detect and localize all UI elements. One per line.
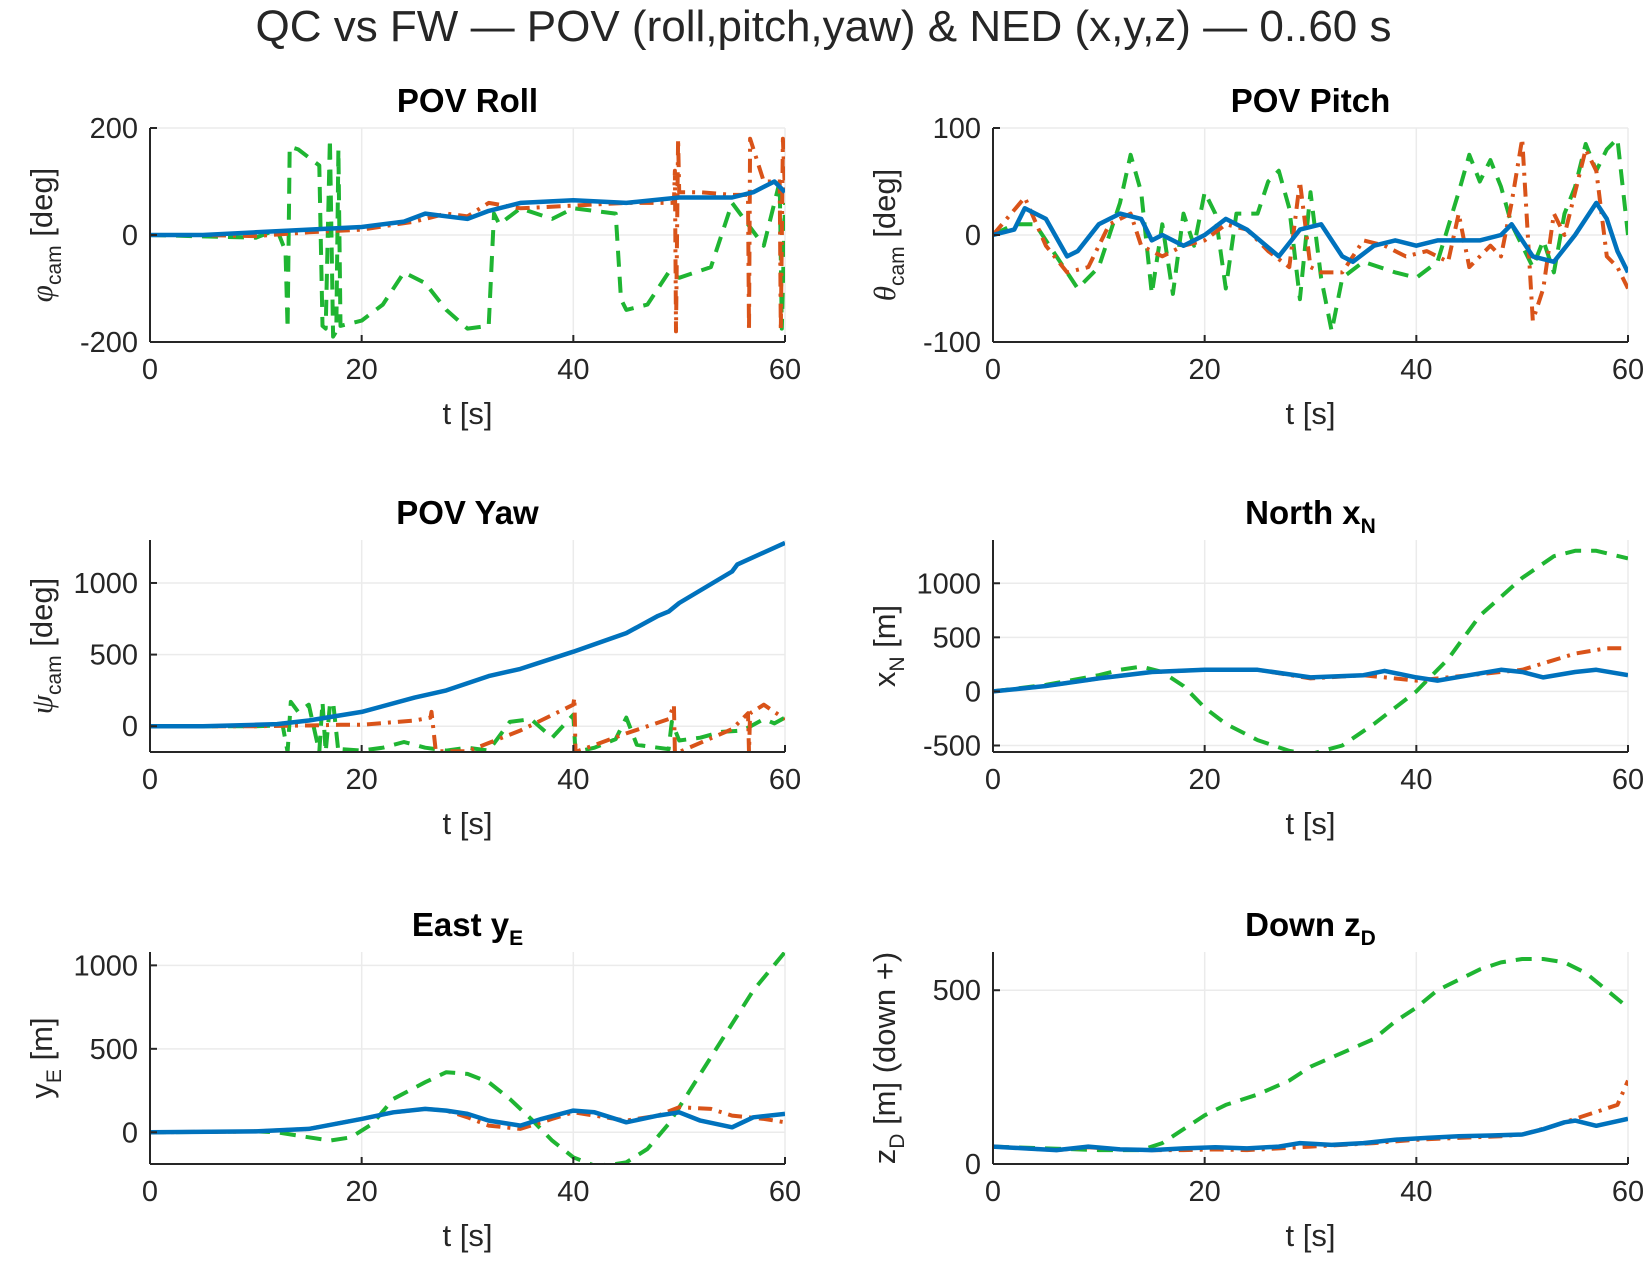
series-line-3 xyxy=(150,136,785,339)
y-tick-label: 500 xyxy=(90,640,138,672)
series-line-2 xyxy=(993,136,1628,323)
y-tick-label: 100 xyxy=(933,113,981,145)
series-line-2 xyxy=(993,1079,1628,1153)
series-line-2 xyxy=(993,646,1628,694)
y-tick-label: 500 xyxy=(933,622,981,654)
y-tick-label: 1000 xyxy=(73,950,138,982)
subplot-title: POV Yaw xyxy=(396,494,539,531)
x-tick-label: 40 xyxy=(1400,764,1432,796)
series-line-3 xyxy=(993,957,1628,1153)
series-line-3 xyxy=(993,548,1628,752)
y-tick-label: 0 xyxy=(122,1117,138,1149)
x-tick-label: 60 xyxy=(769,764,801,796)
x-tick-label: 40 xyxy=(557,354,589,386)
y-tick-label: 500 xyxy=(90,1034,138,1066)
series-line-1 xyxy=(993,200,1628,274)
subplot-east: 0 20 40 60 0 500 1000 East yE t [s] yE [m] xyxy=(24,906,801,1253)
y-tick-label: -100 xyxy=(923,327,981,359)
y-tick-label: 500 xyxy=(933,975,981,1007)
series-line-1 xyxy=(150,179,785,238)
subplot-title: North xN xyxy=(1245,494,1376,538)
x-tick-label: 0 xyxy=(142,1176,158,1208)
y-axis-label: xN [m] xyxy=(867,605,909,687)
y-tick-label: 0 xyxy=(965,220,981,252)
x-tick-label: 0 xyxy=(142,764,158,796)
figure-title: QC vs FW — POV (roll,pitch,yaw) & NED (x… xyxy=(255,2,1392,51)
subplot-title: POV Pitch xyxy=(1231,82,1391,119)
x-tick-label: 20 xyxy=(1189,1176,1221,1208)
subplot-title: East yE xyxy=(412,906,523,950)
series-line-1 xyxy=(993,1116,1628,1153)
x-tick-label: 0 xyxy=(985,354,1001,386)
series-line-2 xyxy=(150,1105,785,1135)
y-axis-label: θcam [deg] xyxy=(867,169,909,301)
y-tick-label: 200 xyxy=(90,113,138,145)
subplot-yaw: 0 20 40 60 0 500 1000 POV Yaw t [s] ψcam [deg] xyxy=(24,494,801,841)
y-axis-label: zD [m] (down +) xyxy=(867,952,909,1164)
y-tick-label: -200 xyxy=(80,327,138,359)
series-line-1 xyxy=(150,540,785,729)
y-axis-label: yE [m] xyxy=(24,1017,66,1098)
subplot-down: 0 20 40 60 0 500 Down zD t [s] zD [m] (down +) xyxy=(867,906,1644,1253)
subplot-title: Down zD xyxy=(1245,906,1376,950)
x-axis-label: t [s] xyxy=(443,1218,493,1253)
x-axis-label: t [s] xyxy=(1286,396,1336,431)
x-tick-label: 60 xyxy=(769,354,801,386)
x-tick-label: 20 xyxy=(346,1176,378,1208)
x-axis-label: t [s] xyxy=(443,396,493,431)
x-axis-label: t [s] xyxy=(443,806,493,841)
y-tick-label: 1000 xyxy=(73,568,138,600)
x-tick-label: 60 xyxy=(769,1176,801,1208)
y-tick-label: -500 xyxy=(923,731,981,763)
x-tick-label: 0 xyxy=(985,1176,1001,1208)
x-axis-label: t [s] xyxy=(1286,1218,1336,1253)
x-tick-label: 0 xyxy=(142,354,158,386)
x-tick-label: 60 xyxy=(1612,764,1644,796)
x-tick-label: 20 xyxy=(346,764,378,796)
y-tick-label: 0 xyxy=(965,676,981,708)
y-tick-label: 0 xyxy=(122,220,138,252)
series-line-3 xyxy=(150,952,785,1164)
x-tick-label: 40 xyxy=(557,1176,589,1208)
x-tick-label: 60 xyxy=(1612,354,1644,386)
x-tick-label: 0 xyxy=(985,764,1001,796)
y-tick-label: 0 xyxy=(965,1149,981,1181)
x-tick-label: 40 xyxy=(1400,1176,1432,1208)
y-axis-label: ψcam [deg] xyxy=(24,578,66,715)
series-line-2 xyxy=(150,695,785,752)
x-tick-label: 40 xyxy=(557,764,589,796)
x-tick-label: 40 xyxy=(1400,354,1432,386)
x-tick-label: 60 xyxy=(1612,1176,1644,1208)
series-line-1 xyxy=(150,1106,785,1135)
y-axis-label: φcam [deg] xyxy=(24,168,66,302)
x-axis-label: t [s] xyxy=(1286,806,1336,841)
y-tick-label: 0 xyxy=(122,711,138,743)
x-tick-label: 20 xyxy=(1189,354,1221,386)
x-tick-label: 20 xyxy=(1189,764,1221,796)
y-tick-label: 1000 xyxy=(916,568,981,600)
x-tick-label: 20 xyxy=(346,354,378,386)
series-line-1 xyxy=(993,667,1628,694)
subplot-title: POV Roll xyxy=(397,82,538,119)
